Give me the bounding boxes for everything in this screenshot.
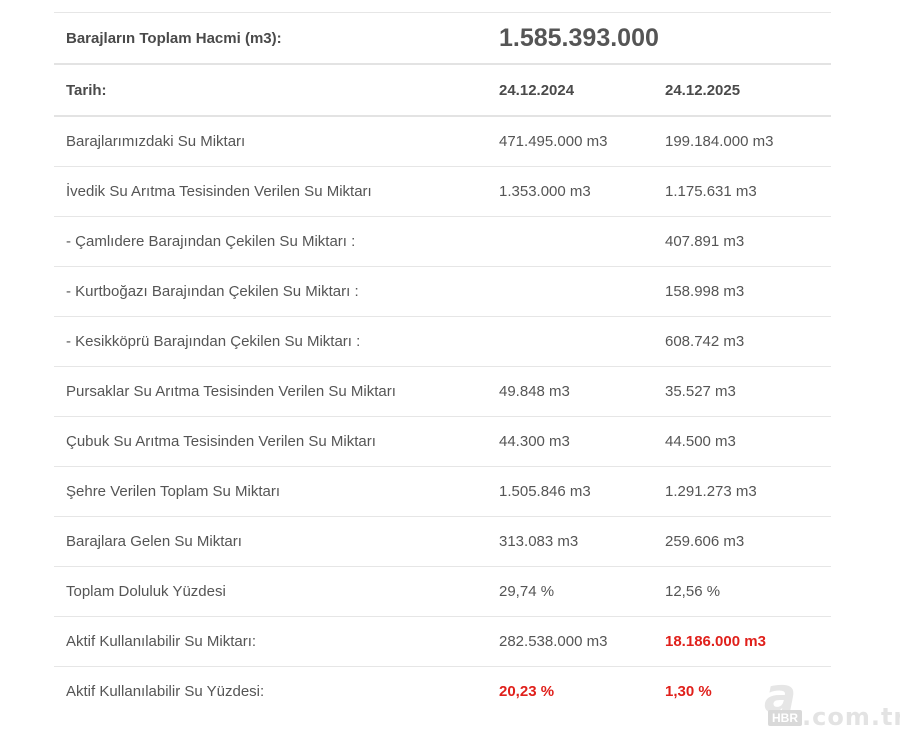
table-row: - Çamlıdere Barajından Çekilen Su Miktar… xyxy=(54,217,831,267)
table-row: Barajlara Gelen Su Miktarı 313.083 m3 25… xyxy=(54,517,831,567)
row-value-2025: 259.606 m3 xyxy=(665,533,745,550)
row-label: Aktif Kullanılabilir Su Yüzdesi: xyxy=(66,683,265,700)
row-value-2025: 608.742 m3 xyxy=(665,333,745,350)
row-label: - Kurtboğazı Barajından Çekilen Su Mikta… xyxy=(66,283,359,300)
row-label: Barajlarımızdaki Su Miktarı xyxy=(66,133,246,150)
row-label: İvedik Su Arıtma Tesisinden Verilen Su M… xyxy=(66,183,372,200)
row-value-2024: 29,74 % xyxy=(499,583,555,600)
row-value-2024-highlight: 20,23 % xyxy=(499,683,555,700)
row-value-2025: 1.175.631 m3 xyxy=(665,183,757,200)
watermark-domain: .com.tr xyxy=(802,703,900,731)
total-volume-row: Barajların Toplam Hacmi (m3): 1.585.393.… xyxy=(54,13,831,65)
row-label: Şehre Verilen Toplam Su Miktarı xyxy=(66,483,280,500)
row-value-2024: 1.353.000 m3 xyxy=(499,183,591,200)
date-col-2024: 24.12.2024 xyxy=(499,81,575,99)
total-volume-value: 1.585.393.000 xyxy=(499,23,659,52)
watermark-logo: a HBR .com.tr xyxy=(752,668,900,738)
table-row: Çubuk Su Arıtma Tesisinden Verilen Su Mi… xyxy=(54,417,831,467)
row-value-2025: 35.527 m3 xyxy=(665,383,736,400)
row-value-2024: 471.495.000 m3 xyxy=(499,133,608,150)
row-value-2024: 44.300 m3 xyxy=(499,433,570,450)
table-row: Barajlarımızdaki Su Miktarı 471.495.000 … xyxy=(54,117,831,167)
row-label: Aktif Kullanılabilir Su Miktarı: xyxy=(66,633,257,650)
row-value-2025-highlight: 18.186.000 m3 xyxy=(665,633,766,650)
row-value-2024: 49.848 m3 xyxy=(499,383,570,400)
total-volume-label: Barajların Toplam Hacmi (m3): xyxy=(66,29,282,47)
row-label: Çubuk Su Arıtma Tesisinden Verilen Su Mi… xyxy=(66,433,376,450)
row-value-2025: 199.184.000 m3 xyxy=(665,133,774,150)
row-value-2025: 1.291.273 m3 xyxy=(665,483,757,500)
row-label: Toplam Doluluk Yüzdesi xyxy=(66,583,226,600)
table-row: Aktif Kullanılabilir Su Miktarı: 282.538… xyxy=(54,617,831,667)
table-row: Toplam Doluluk Yüzdesi 29,74 % 12,56 % xyxy=(54,567,831,617)
row-value-2025: 12,56 % xyxy=(665,583,721,600)
date-col-2025: 24.12.2025 xyxy=(665,81,741,99)
row-label: Barajlara Gelen Su Miktarı xyxy=(66,533,242,550)
table-row: Pursaklar Su Arıtma Tesisinden Verilen S… xyxy=(54,367,831,417)
row-value-2024: 282.538.000 m3 xyxy=(499,633,608,650)
row-label: - Kesikköprü Barajından Çekilen Su Mikta… xyxy=(66,333,361,350)
row-value-2024: 1.505.846 m3 xyxy=(499,483,591,500)
table-row: - Kurtboğazı Barajından Çekilen Su Mikta… xyxy=(54,267,831,317)
table-row: Aktif Kullanılabilir Su Yüzdesi: 20,23 %… xyxy=(54,667,831,716)
table-row: - Kesikköprü Barajından Çekilen Su Mikta… xyxy=(54,317,831,367)
watermark-badge: HBR xyxy=(768,710,802,726)
row-value-2025: 407.891 m3 xyxy=(665,233,745,250)
table-row: Şehre Verilen Toplam Su Miktarı 1.505.84… xyxy=(54,467,831,517)
row-label: Pursaklar Su Arıtma Tesisinden Verilen S… xyxy=(66,383,396,400)
dam-data-table: Barajların Toplam Hacmi (m3): 1.585.393.… xyxy=(54,12,831,716)
row-value-2025-highlight: 1,30 % xyxy=(665,683,712,700)
row-value-2024: 313.083 m3 xyxy=(499,533,579,550)
date-header-row: Tarih: 24.12.2024 24.12.2025 xyxy=(54,65,831,117)
row-value-2025: 158.998 m3 xyxy=(665,283,745,300)
table-row: İvedik Su Arıtma Tesisinden Verilen Su M… xyxy=(54,167,831,217)
row-value-2025: 44.500 m3 xyxy=(665,433,736,450)
row-label: - Çamlıdere Barajından Çekilen Su Miktar… xyxy=(66,233,356,250)
date-label: Tarih: xyxy=(66,81,107,99)
